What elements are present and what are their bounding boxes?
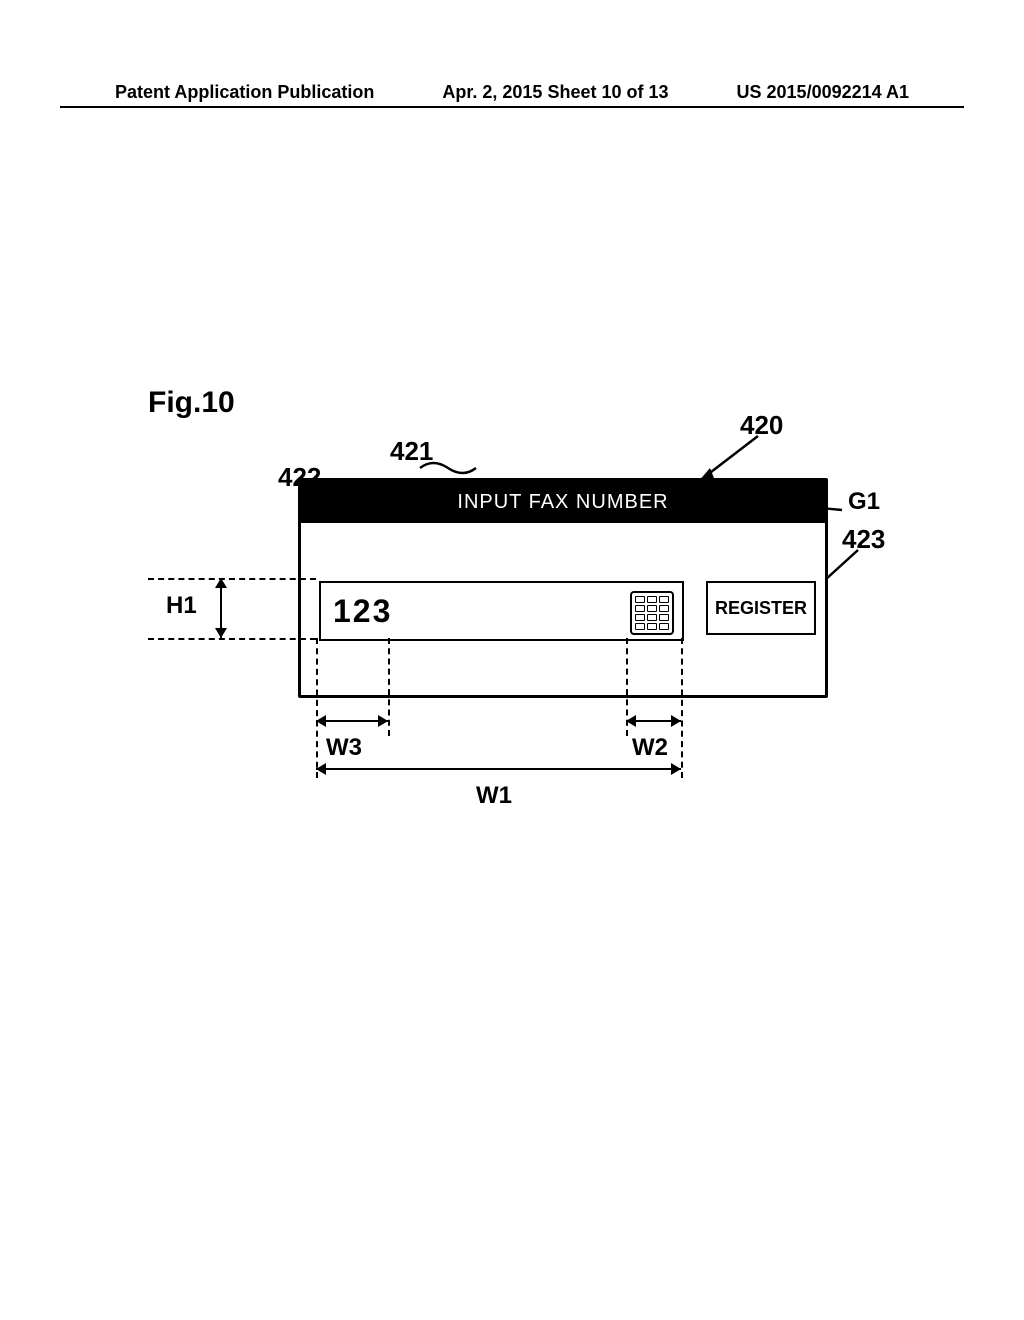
w3-right-dash <box>388 638 390 736</box>
dim-w1: W1 <box>476 782 512 810</box>
w1-arrow <box>316 768 681 770</box>
dim-w2: W2 <box>632 734 668 762</box>
dim-w3: W3 <box>326 734 362 762</box>
ui-panel: INPUT FAX NUMBER 123 REGISTER <box>298 478 828 698</box>
header-left: Patent Application Publication <box>115 82 374 103</box>
h1-dash-bottom <box>148 638 316 640</box>
w3-arrow <box>316 720 388 722</box>
h1-arrow <box>220 578 222 638</box>
header-mid: Apr. 2, 2015 Sheet 10 of 13 <box>442 82 668 103</box>
register-button[interactable]: REGISTER <box>706 581 816 635</box>
ref-g1: G1 <box>848 488 880 516</box>
w2-arrow <box>626 720 681 722</box>
h1-dash-top <box>148 578 316 580</box>
header-right: US 2015/0092214 A1 <box>737 82 909 103</box>
page-header: Patent Application Publication Apr. 2, 2… <box>0 82 1024 103</box>
fax-number-input[interactable]: 123 <box>319 581 684 641</box>
figure-label: Fig.10 <box>148 386 235 420</box>
keypad-icon[interactable] <box>630 591 674 635</box>
figure-diagram: 421 422 420 G1 423 INPUT FAX NUMBER <box>148 438 898 838</box>
input-value: 123 <box>333 593 392 630</box>
titlebar: INPUT FAX NUMBER <box>301 481 825 523</box>
w-right-dash <box>681 638 683 778</box>
dim-h1: H1 <box>166 592 197 620</box>
header-rule <box>60 106 964 108</box>
page: Patent Application Publication Apr. 2, 2… <box>0 0 1024 1320</box>
w-left-dash <box>316 638 318 778</box>
